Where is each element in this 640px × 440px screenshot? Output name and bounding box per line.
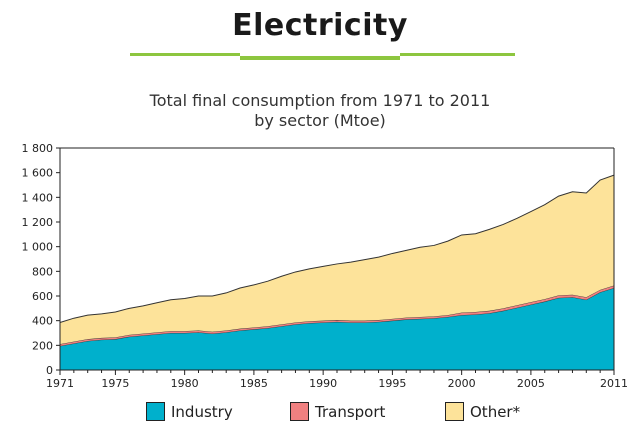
legend-label-other: Other* <box>470 402 521 421</box>
y-tick-label: 400 <box>32 315 53 328</box>
y-tick-label: 200 <box>32 339 53 352</box>
y-tick-label: 1 600 <box>22 167 54 180</box>
x-tick-label: 2000 <box>448 377 476 390</box>
legend-item-other: Other* <box>445 402 520 421</box>
legend-label-industry: Industry <box>171 402 233 421</box>
legend-item-transport: Transport <box>290 402 385 421</box>
area-other <box>60 175 614 345</box>
y-tick-label: 800 <box>32 265 53 278</box>
legend-item-industry: Industry <box>146 402 233 421</box>
legend-swatch-transport <box>290 402 309 421</box>
area-industry <box>60 287 614 370</box>
y-tick-label: 600 <box>32 290 53 303</box>
chart-title: Total final consumption from 1971 to 201… <box>149 91 491 110</box>
x-tick-label: 1971 <box>46 377 74 390</box>
x-tick-label: 1985 <box>240 377 268 390</box>
legend-label-transport: Transport <box>315 402 386 421</box>
legend-swatch-industry <box>146 402 165 421</box>
x-tick-label: 1995 <box>378 377 406 390</box>
heading-rule-right <box>400 53 515 56</box>
heading-rule-center <box>240 56 400 60</box>
y-tick-label: 0 <box>46 364 53 377</box>
chart-subtitle: by sector (Mtoe) <box>254 111 386 130</box>
y-tick-label: 1 200 <box>22 216 54 229</box>
x-tick-label: 2005 <box>517 377 545 390</box>
page-heading: Electricity <box>232 8 408 43</box>
x-tick-label: 1990 <box>309 377 337 390</box>
x-tick-label: 2011 <box>600 377 628 390</box>
area-boundary-other <box>59 174 615 323</box>
heading-rule-left <box>130 53 240 56</box>
y-tick-label: 1 800 <box>22 142 54 155</box>
legend-swatch-other <box>445 402 464 421</box>
area-layer <box>59 174 615 370</box>
y-tick-label: 1 400 <box>22 191 54 204</box>
legend: Industry Transport Other* <box>0 402 640 426</box>
x-tick-label: 1980 <box>171 377 199 390</box>
y-tick-label: 1 000 <box>22 241 54 254</box>
axes-layer: 0 200 400 600 800 1 000 1 200 1 400 1 600 1 800 19… <box>22 142 629 390</box>
x-tick-label: 1975 <box>101 377 129 390</box>
